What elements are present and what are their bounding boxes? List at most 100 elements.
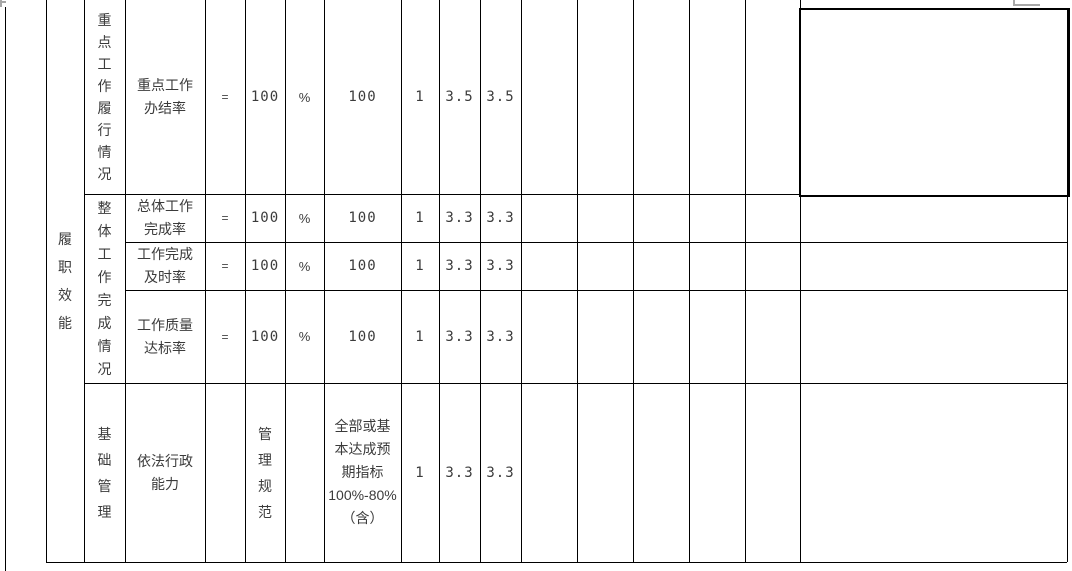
target-value: 100	[250, 210, 280, 226]
row-separator	[84, 194, 800, 195]
cell-target-row1[interactable]: 100	[245, 0, 285, 194]
cell-op-row4[interactable]: =	[205, 290, 245, 383]
unit: %	[298, 258, 311, 274]
cell-op-row3[interactable]: =	[205, 242, 245, 290]
indicator-label: 总体工作 完成率	[137, 198, 193, 237]
cell-group-basic-mgmt[interactable]: 基础管理	[84, 383, 125, 562]
cell-standard-row2[interactable]: 100	[324, 194, 401, 242]
target-value: 100	[250, 258, 280, 274]
grid-line	[439, 0, 440, 562]
cell-category[interactable]: 履职效能	[46, 0, 84, 562]
operator: =	[221, 259, 229, 273]
weight-value: 1	[415, 464, 425, 481]
cell-score-b-row3[interactable]: 3.3	[480, 242, 521, 290]
score-value: 3.3	[445, 210, 474, 226]
target-value: 100	[250, 328, 280, 345]
grid-line	[125, 0, 126, 562]
score-value: 3.5	[445, 89, 474, 105]
row-separator	[84, 383, 1067, 384]
cell-score-a-row2[interactable]: 3.3	[439, 194, 480, 242]
cell-group-key-work[interactable]: 重点工作履行情况	[84, 0, 125, 194]
grid-line	[84, 0, 85, 562]
cell-score-b-row5[interactable]: 3.3	[480, 383, 521, 562]
cell-criteria-row5[interactable]: 管理规范	[245, 383, 285, 562]
cell-op-row2[interactable]: =	[205, 194, 245, 242]
cell-score-a-row4[interactable]: 3.3	[439, 290, 480, 383]
cell-indicator-row5[interactable]: 依法行政 能力	[125, 383, 205, 562]
boundary-mark-top-right-icon	[1013, 0, 1015, 5]
cell-indicator-row3[interactable]: 工作完成 及时率	[125, 242, 205, 290]
table-right-border	[1067, 9, 1068, 562]
grid-line	[205, 0, 206, 562]
remark-cell-highlighted[interactable]	[799, 8, 1070, 197]
row-separator	[125, 290, 1067, 291]
weight-value: 1	[415, 210, 425, 226]
cell-indicator-row4[interactable]: 工作质量 达标率	[125, 290, 205, 383]
group-label: 基础管理	[97, 425, 112, 520]
score-value: 3.3	[486, 328, 515, 345]
grid-line	[324, 0, 325, 562]
grid-line	[46, 0, 47, 562]
standard-value: 100	[348, 328, 377, 345]
score-value: 3.5	[486, 89, 515, 105]
cell-indicator-row2[interactable]: 总体工作 完成率	[125, 194, 205, 242]
grid-line	[245, 0, 246, 562]
standard-value: 100	[348, 258, 377, 274]
cell-unit-row1[interactable]: %	[285, 0, 324, 194]
cell-criteria-desc-row5[interactable]: 全部或基 本达成预 期指标 100%-80% （含）	[324, 383, 401, 562]
cell-weight-row3[interactable]: 1	[401, 242, 439, 290]
score-value: 3.3	[486, 210, 515, 226]
target-value: 100	[250, 89, 280, 105]
boundary-mark-top-left-icon	[0, 1, 6, 3]
group-label: 整体工作完成情况	[97, 199, 112, 377]
table-bottom-border	[46, 562, 1067, 563]
unit: %	[298, 210, 311, 226]
grid-line	[521, 0, 522, 562]
indicator-label: 工作质量 达标率	[137, 316, 193, 356]
cell-score-a-row3[interactable]: 3.3	[439, 242, 480, 290]
cell-score-b-row4[interactable]: 3.3	[480, 290, 521, 383]
cell-score-b-row2[interactable]: 3.3	[480, 194, 521, 242]
unit: %	[298, 329, 311, 344]
cell-standard-row1[interactable]: 100	[324, 0, 401, 194]
standard-value: 100	[348, 89, 377, 105]
operator: =	[221, 90, 229, 104]
group-label: 重点工作履行情况	[97, 12, 112, 182]
cell-score-a-row5[interactable]: 3.3	[439, 383, 480, 562]
grid-line	[689, 0, 690, 562]
cell-indicator-row1[interactable]: 重点工作 办结率	[125, 0, 205, 194]
weight-value: 1	[415, 328, 425, 345]
score-value: 3.3	[445, 464, 474, 481]
grid-line	[401, 0, 402, 562]
unit: %	[298, 89, 311, 105]
grid-line	[745, 0, 746, 562]
category-label: 履职效能	[58, 231, 72, 331]
cell-target-row3[interactable]: 100	[245, 242, 285, 290]
indicator-label: 依法行政 能力	[137, 452, 193, 492]
row-separator	[125, 242, 1067, 243]
cell-standard-row3[interactable]: 100	[324, 242, 401, 290]
cell-weight-row2[interactable]: 1	[401, 194, 439, 242]
cell-weight-row1[interactable]: 1	[401, 0, 439, 194]
criteria-description: 全部或基 本达成预 期指标 100%-80% （含）	[328, 418, 397, 526]
indicator-label: 工作完成 及时率	[137, 246, 193, 285]
cell-score-a-row1[interactable]: 3.5	[439, 0, 480, 194]
cell-unit-row3[interactable]: %	[285, 242, 324, 290]
cell-unit-row4[interactable]: %	[285, 290, 324, 383]
grid-line	[800, 0, 801, 562]
boundary-mark-top-left-icon	[0, 0, 2, 7]
cell-op-row1[interactable]: =	[205, 0, 245, 194]
score-value: 3.3	[445, 328, 474, 345]
cell-target-row2[interactable]: 100	[245, 194, 285, 242]
cell-group-overall-work[interactable]: 整体工作完成情况	[84, 194, 125, 383]
cell-unit-row2[interactable]: %	[285, 194, 324, 242]
cell-score-b-row1[interactable]: 3.5	[480, 0, 521, 194]
cell-standard-row4[interactable]: 100	[324, 290, 401, 383]
weight-value: 1	[415, 258, 425, 274]
score-value: 3.3	[445, 258, 474, 274]
grid-line	[633, 0, 634, 562]
cell-weight-row5[interactable]: 1	[401, 383, 439, 562]
cell-weight-row4[interactable]: 1	[401, 290, 439, 383]
cell-target-row4[interactable]: 100	[245, 290, 285, 383]
